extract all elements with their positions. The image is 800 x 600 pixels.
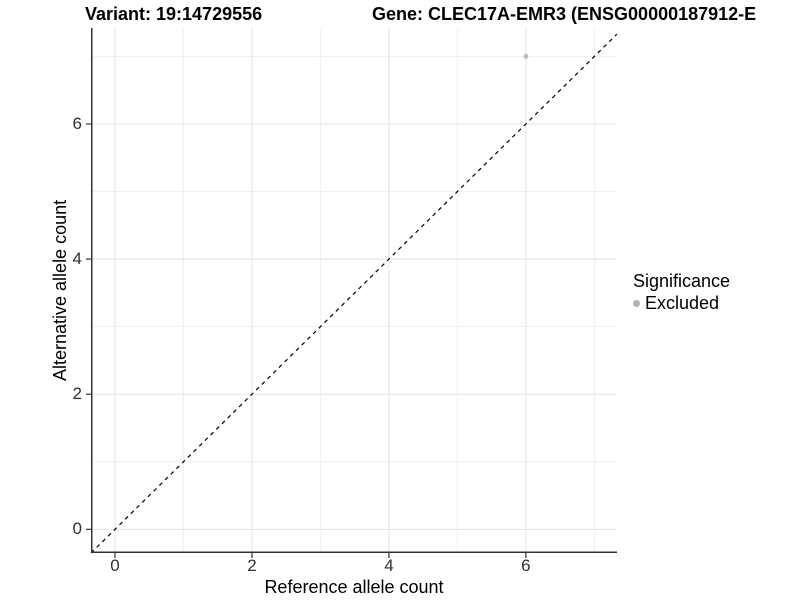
plot-title-variant: Variant: 19:14729556 bbox=[85, 4, 263, 24]
y-tick-label: 6 bbox=[72, 113, 82, 133]
x-tick-label: 4 bbox=[384, 556, 394, 575]
legend-item-label: Excluded bbox=[645, 293, 720, 313]
x-tick-label: 6 bbox=[521, 556, 531, 575]
legend: Significance Excluded bbox=[633, 271, 730, 314]
y-tick-label: 0 bbox=[72, 519, 82, 539]
plot-title-gene: Gene: CLEC17A-EMR3 (ENSG00000187912-E bbox=[372, 4, 757, 24]
legend-item-excluded: Excluded bbox=[633, 293, 730, 314]
x-tick-label: 2 bbox=[247, 556, 257, 575]
data-point bbox=[523, 53, 529, 59]
x-axis-title: Reference allele count bbox=[264, 577, 444, 597]
x-tick-label: 0 bbox=[110, 556, 120, 575]
identity-dashed-line bbox=[90, 33, 617, 554]
y-tick-label: 4 bbox=[72, 249, 82, 269]
legend-title: Significance bbox=[633, 271, 731, 291]
circle-marker-icon bbox=[633, 300, 640, 307]
plot-panel bbox=[86, 28, 617, 558]
y-axis-title: Alternative allele count bbox=[50, 199, 70, 381]
y-tick-label: 2 bbox=[72, 384, 82, 404]
